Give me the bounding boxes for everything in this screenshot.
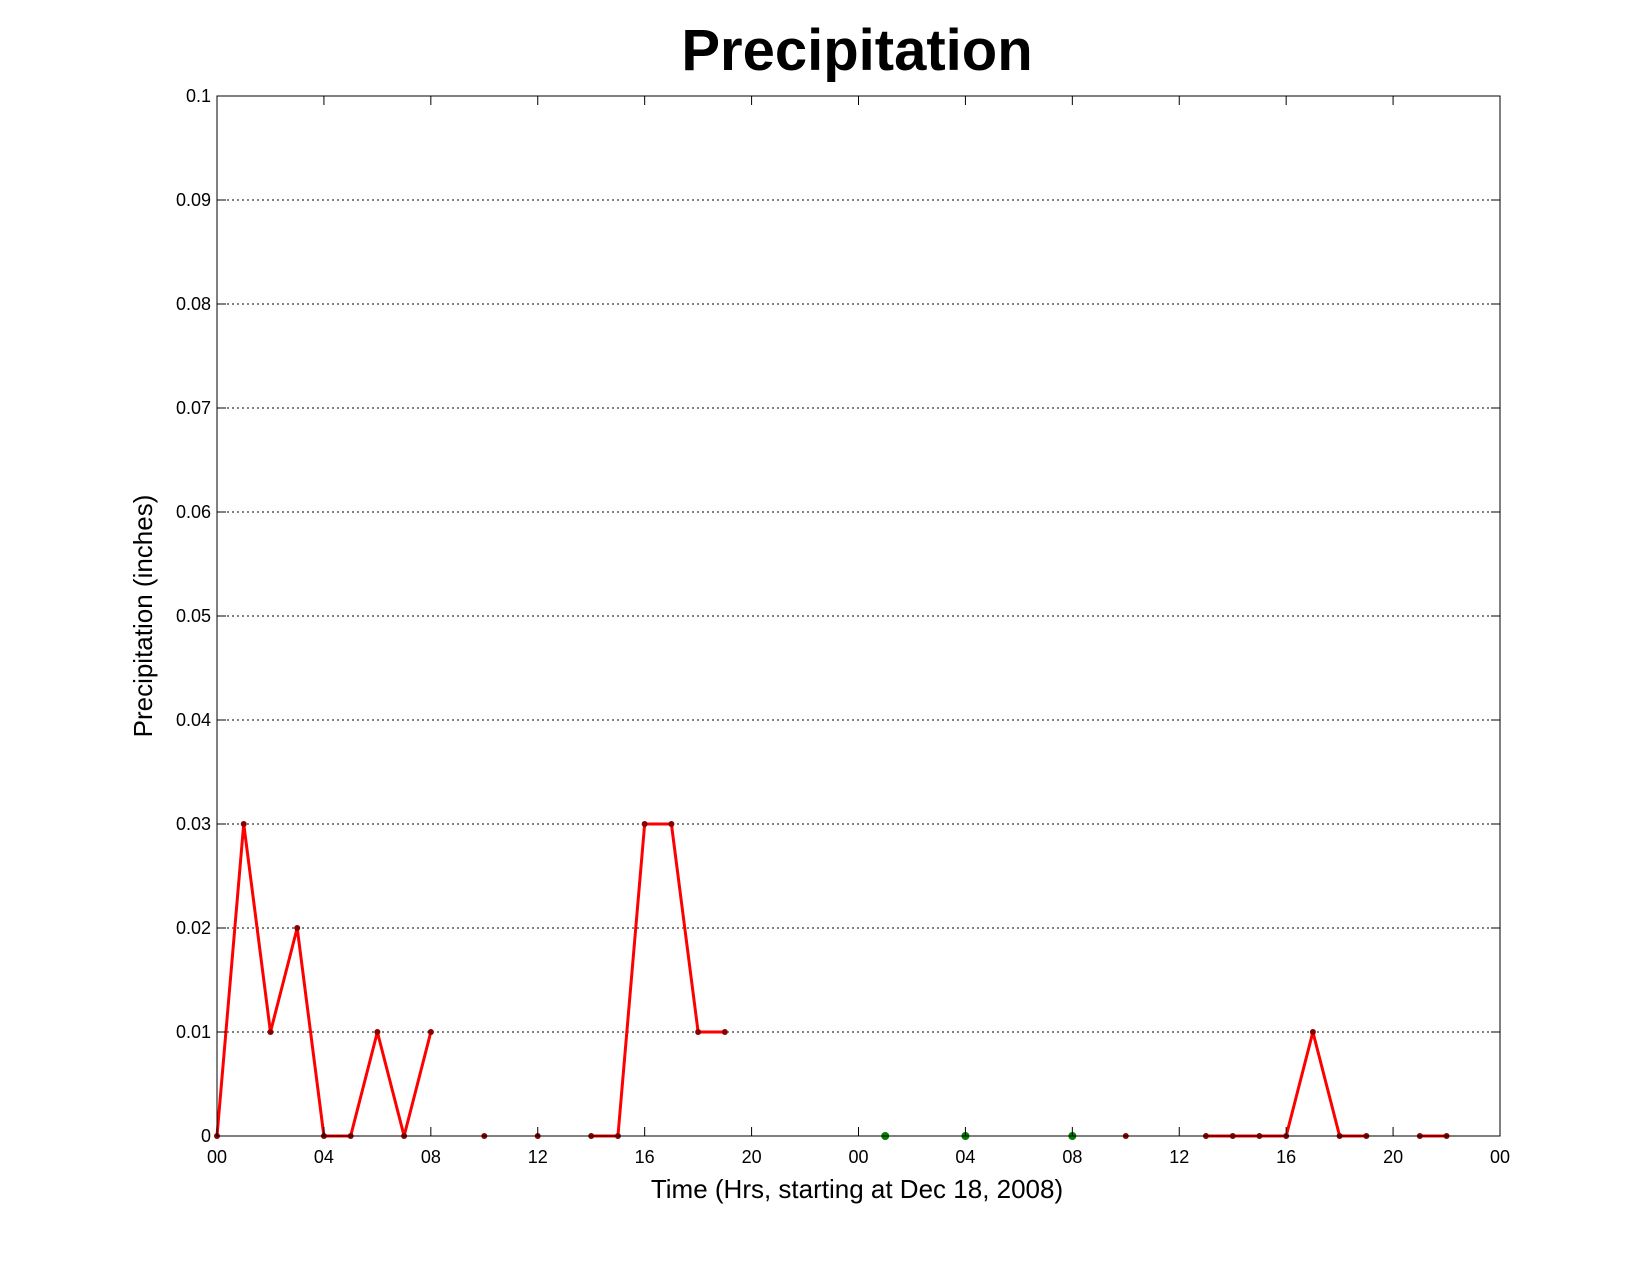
data-point (641, 821, 648, 827)
data-point (721, 1029, 728, 1035)
x-tick-label: 00 (207, 1147, 227, 1167)
data-point (374, 1029, 381, 1035)
x-tick-label: 12 (1169, 1147, 1189, 1167)
chart-title: Precipitation (681, 18, 1032, 83)
y-axis-label: Precipitation (inches) (128, 495, 158, 738)
x-tick-label: 08 (421, 1147, 441, 1167)
y-tick-label: 0.02 (176, 918, 211, 938)
y-tick-label: 0.05 (176, 606, 211, 626)
x-tick-label: 12 (528, 1147, 548, 1167)
y-tick-label: 0.09 (176, 190, 211, 210)
x-tick-label: 16 (635, 1147, 655, 1167)
data-point (240, 821, 247, 827)
x-tick-label: 16 (1276, 1147, 1296, 1167)
x-tick-label: 04 (314, 1147, 334, 1167)
y-tick-label: 0.08 (176, 294, 211, 314)
grid-lines (217, 199, 1500, 1033)
data-point (668, 821, 675, 827)
data-point (695, 1029, 702, 1035)
y-tick-label: 0.01 (176, 1022, 211, 1042)
x-tick-label: 20 (1383, 1147, 1403, 1167)
y-tick-label: 0.1 (186, 86, 211, 106)
data-point (294, 925, 301, 931)
y-tick-label: 0.04 (176, 710, 211, 730)
x-tick-label: 00 (1490, 1147, 1510, 1167)
data-point (427, 1029, 434, 1035)
data-point (1309, 1029, 1316, 1035)
x-axis-label: Time (Hrs, starting at Dec 18, 2008) (651, 1174, 1063, 1204)
y-tick-label: 0.03 (176, 814, 211, 834)
tick-layer: 0 0.01 0.02 0.03 0.04 0.05 0.06 0.07 0.08 0.09 0.1… (176, 86, 1510, 1167)
y-tick-label: 0.06 (176, 502, 211, 522)
data-point (267, 1029, 274, 1035)
x-tick-label: 04 (955, 1147, 975, 1167)
y-tick-label: 0.07 (176, 398, 211, 418)
x-tick-label: 20 (742, 1147, 762, 1167)
x-tick-label: 00 (848, 1147, 868, 1167)
x-tick-label: 08 (1062, 1147, 1082, 1167)
y-tick-label: 0 (201, 1126, 211, 1146)
